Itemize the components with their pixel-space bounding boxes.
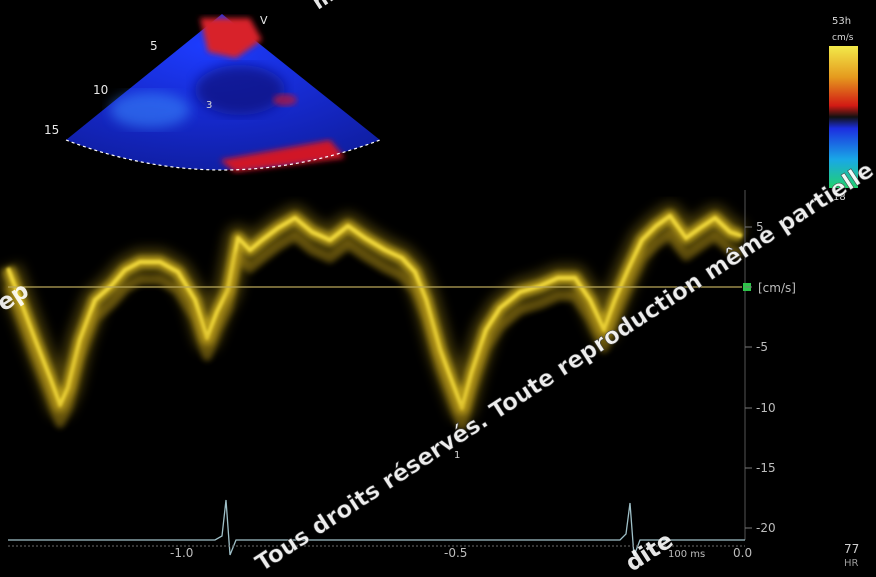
sector-red-bottom bbox=[220, 140, 345, 172]
time-tick-zero: 0.0 bbox=[733, 546, 752, 560]
sector-cyan-patch bbox=[110, 92, 190, 128]
ecg-strip: -1.0 -0.5 0.0 100 ms bbox=[8, 499, 752, 560]
time-scale-label: 100 ms bbox=[668, 549, 705, 560]
velocity-tick-label: 5 bbox=[756, 220, 764, 234]
velocity-axis: [cm/s] 5 -5 -10 -15 -20 bbox=[743, 190, 796, 540]
heart-rate: 77 HR bbox=[844, 542, 859, 569]
annotation-label: 1 bbox=[454, 450, 460, 461]
velocity-unit-label: [cm/s] bbox=[758, 281, 796, 295]
heart-rate-label: HR bbox=[844, 558, 859, 569]
sector-depth-5: 5 bbox=[150, 39, 158, 53]
color-scale: 53h cm/s 18 bbox=[829, 16, 858, 203]
trace-core bbox=[6, 214, 743, 410]
velocity-tick-label: -5 bbox=[756, 340, 768, 354]
time-tick-minus-0-5: -0.5 bbox=[444, 546, 467, 560]
ecg-trace bbox=[8, 499, 745, 557]
time-tick-minus-1: -1.0 bbox=[170, 546, 193, 560]
sector-red-speck bbox=[273, 94, 297, 106]
color-scale-top-sublabel: cm/s bbox=[832, 33, 854, 43]
color-scale-bottom-label: 18 bbox=[833, 192, 846, 203]
color-scale-bar bbox=[829, 46, 858, 188]
velocity-tick-label: -20 bbox=[756, 521, 776, 535]
heart-rate-value: 77 bbox=[844, 542, 859, 556]
color-doppler-sector: 5 10 15 V 3 bbox=[44, 14, 381, 172]
trace-lower-band bbox=[3, 229, 744, 431]
sector-depth-15: 15 bbox=[44, 123, 59, 137]
color-scale-top-label: 53h bbox=[832, 16, 851, 27]
sector-inner-label: 3 bbox=[206, 100, 212, 111]
sector-depth-10: 10 bbox=[93, 83, 108, 97]
sector-dark-patch bbox=[195, 65, 285, 115]
velocity-tick-label: -10 bbox=[756, 401, 776, 415]
velocity-tick-label: -15 bbox=[756, 461, 776, 475]
spectral-doppler: 1 bbox=[0, 203, 747, 461]
sector-arc bbox=[65, 139, 381, 171]
sector-red-top bbox=[200, 18, 262, 58]
sector-top-label: V bbox=[260, 14, 268, 27]
